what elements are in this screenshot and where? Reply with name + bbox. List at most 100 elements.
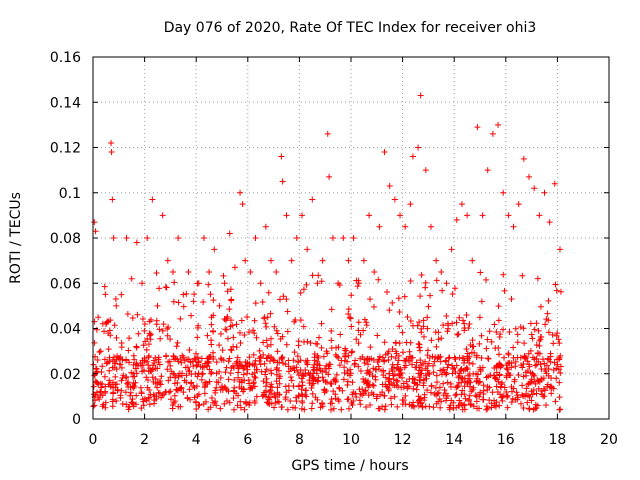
data-point (122, 356, 129, 363)
data-point (194, 324, 201, 331)
data-point (512, 358, 519, 365)
data-point (141, 357, 148, 364)
data-point (318, 320, 325, 327)
data-point (543, 370, 550, 377)
data-point (372, 366, 379, 373)
data-point (407, 339, 414, 346)
data-point (425, 303, 432, 310)
data-point (217, 330, 224, 337)
data-point (279, 178, 286, 185)
data-point (382, 403, 389, 410)
data-point (245, 376, 252, 383)
y-tick-label: 0 (72, 412, 81, 428)
data-point (449, 370, 456, 377)
data-point (362, 387, 369, 394)
data-point (283, 341, 290, 348)
data-point (424, 387, 431, 394)
data-point (514, 396, 521, 403)
data-point (461, 383, 468, 390)
data-point (489, 389, 496, 396)
data-point (126, 335, 133, 342)
data-point (188, 379, 195, 386)
data-point (349, 391, 356, 398)
data-point (195, 370, 202, 377)
data-point (150, 362, 157, 369)
data-point (328, 344, 335, 351)
data-point (303, 281, 310, 288)
data-point (99, 392, 106, 399)
data-point (375, 363, 382, 370)
data-point (363, 319, 370, 326)
data-point (459, 387, 466, 394)
data-point (309, 373, 316, 380)
data-point (230, 334, 237, 341)
data-point (420, 317, 427, 324)
data-point (448, 246, 455, 253)
data-point (483, 406, 490, 413)
data-point (324, 130, 331, 137)
data-point (381, 392, 388, 399)
data-point (323, 387, 330, 394)
data-point (108, 149, 115, 156)
data-point (453, 319, 460, 326)
data-point (304, 246, 311, 253)
data-point (476, 340, 483, 347)
y-tick-label: 0.16 (50, 50, 81, 66)
data-point (211, 399, 218, 406)
data-point (198, 376, 205, 383)
data-point (421, 394, 428, 401)
data-point (537, 303, 544, 310)
data-point (101, 373, 108, 380)
data-point (297, 289, 304, 296)
data-point (310, 380, 317, 387)
data-point (93, 326, 100, 333)
data-point (345, 306, 352, 313)
data-point (398, 374, 405, 381)
data-point (345, 405, 352, 412)
data-point (491, 365, 498, 372)
x-tick-label: 8 (295, 432, 304, 448)
data-point (474, 375, 481, 382)
data-point (251, 399, 258, 406)
data-point (460, 317, 467, 324)
data-point (205, 360, 212, 367)
data-point (435, 389, 442, 396)
data-point (118, 364, 125, 371)
data-point (495, 317, 502, 324)
data-point (207, 291, 214, 298)
data-point (304, 338, 311, 345)
data-point (246, 328, 253, 335)
data-point (345, 310, 352, 317)
data-point (468, 388, 475, 395)
data-point (382, 374, 389, 381)
data-point (508, 295, 515, 302)
data-point (129, 315, 136, 322)
data-point (437, 353, 444, 360)
data-point (401, 364, 408, 371)
data-point (382, 381, 389, 388)
data-point (314, 352, 321, 359)
data-point (371, 268, 378, 275)
data-point (520, 325, 527, 332)
chart-title: Day 076 of 2020, Rate Of TEC Index for r… (164, 20, 537, 36)
data-point (268, 257, 275, 264)
data-point (440, 366, 447, 373)
data-point (353, 394, 360, 401)
data-point (319, 368, 326, 375)
data-point (427, 292, 434, 299)
data-point (535, 385, 542, 392)
data-point (443, 280, 450, 287)
data-point (271, 357, 278, 364)
data-point (230, 343, 237, 350)
data-point (330, 377, 337, 384)
data-point (158, 373, 165, 380)
data-point (237, 404, 244, 411)
data-point (480, 382, 487, 389)
data-point (237, 398, 244, 405)
data-point (204, 355, 211, 362)
data-point (193, 350, 200, 357)
data-point (238, 317, 245, 324)
data-point (273, 268, 280, 275)
data-point (170, 370, 177, 377)
data-point (126, 359, 133, 366)
